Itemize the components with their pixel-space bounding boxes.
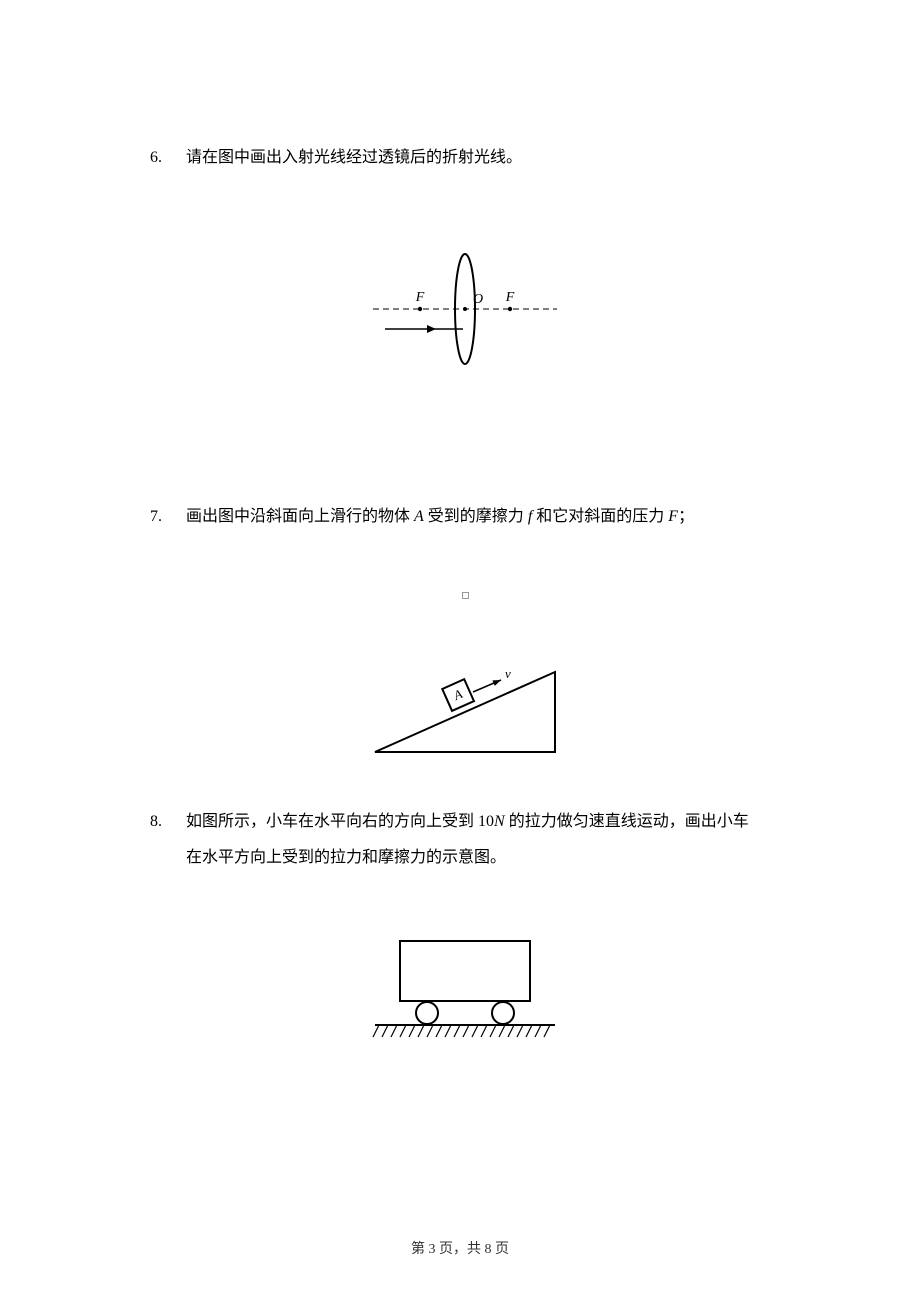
footer-total: 8	[485, 1242, 492, 1257]
question-6-text: 请在图中画出入射光线经过透镜后的折射光线。	[186, 140, 780, 175]
footer-current: 3	[429, 1242, 436, 1257]
question-8: 8. 如图所示，小车在水平向右的方向上受到 10N 的拉力做匀速直线运动，画出小…	[150, 804, 780, 1060]
question-7-text: 画出图中沿斜面向上滑行的物体 A 受到的摩擦力 f 和它对斜面的压力 F；	[186, 499, 780, 534]
svg-text:v: v	[505, 666, 511, 681]
incline-diagram: Av	[355, 634, 575, 764]
page-footer: 第 3 页，共 8 页	[0, 1238, 920, 1258]
q7-suffix: ；	[678, 508, 694, 525]
q7-mid2: 和它对斜面的压力	[532, 508, 668, 525]
question-8-figure-wrap	[150, 921, 780, 1061]
footer-mid: 页，共	[436, 1242, 485, 1257]
q7-mid1: 受到的摩擦力	[424, 508, 528, 525]
question-6-number: 6.	[150, 140, 186, 175]
footer-prefix: 第	[411, 1242, 429, 1257]
question-8-row: 8. 如图所示，小车在水平向右的方向上受到 10N 的拉力做匀速直线运动，画出小…	[150, 804, 780, 874]
small-artifact-box	[462, 592, 469, 599]
q7-A: A	[414, 508, 424, 525]
footer-suffix: 页	[492, 1242, 510, 1257]
svg-text:F: F	[505, 290, 515, 305]
q8-line1-suffix: 的拉力做匀速直线运动，画出小车	[505, 813, 749, 830]
q8-force-value: 10	[478, 813, 494, 830]
question-7-figure-wrap: Av	[150, 634, 780, 764]
page: 6. 请在图中画出入射光线经过透镜后的折射光线。 FFO 7. 画出图中沿斜面向…	[0, 0, 920, 1302]
question-8-number: 8.	[150, 804, 186, 839]
question-6-row: 6. 请在图中画出入射光线经过透镜后的折射光线。	[150, 140, 780, 175]
question-6-figure-wrap: FFO	[150, 229, 780, 389]
question-8-text: 如图所示，小车在水平向右的方向上受到 10N 的拉力做匀速直线运动，画出小车 在…	[186, 804, 780, 874]
lens-diagram: FFO	[355, 229, 575, 389]
q7-prefix: 画出图中沿斜面向上滑行的物体	[186, 508, 414, 525]
question-7-row: 7. 画出图中沿斜面向上滑行的物体 A 受到的摩擦力 f 和它对斜面的压力 F；	[150, 499, 780, 534]
cart-diagram	[355, 921, 575, 1061]
q8-force-unit: N	[494, 813, 505, 830]
question-6: 6. 请在图中画出入射光线经过透镜后的折射光线。 FFO	[150, 140, 780, 389]
q8-line2: 在水平方向上受到的拉力和摩擦力的示意图。	[186, 849, 506, 866]
question-7-number: 7.	[150, 499, 186, 534]
question-7: 7. 画出图中沿斜面向上滑行的物体 A 受到的摩擦力 f 和它对斜面的压力 F；…	[150, 499, 780, 764]
q8-line1-prefix: 如图所示，小车在水平向右的方向上受到	[186, 813, 478, 830]
q7-F: F	[668, 508, 678, 525]
svg-text:F: F	[415, 290, 425, 305]
